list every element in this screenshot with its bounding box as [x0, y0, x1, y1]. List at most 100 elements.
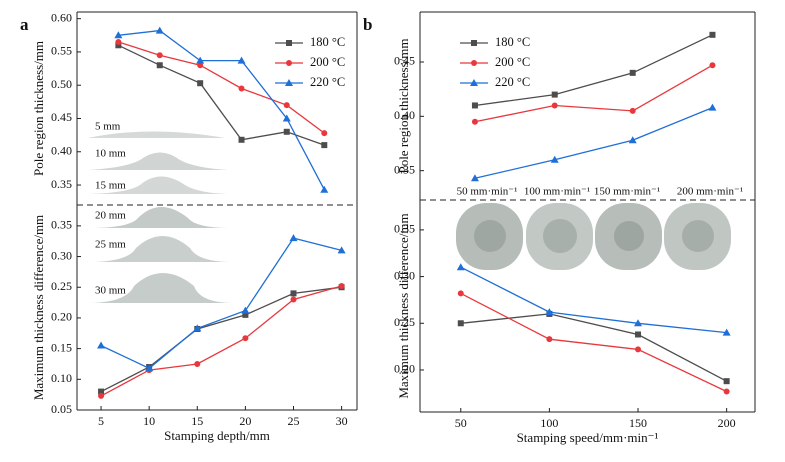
- marker: [545, 308, 554, 316]
- legend-label: 220 °C: [310, 75, 345, 89]
- series-line: [460, 266, 727, 334]
- legend-label: 180 °C: [495, 35, 530, 49]
- annotation: 30 mm: [95, 285, 126, 297]
- series-line: [474, 64, 713, 123]
- series-line: [118, 29, 325, 191]
- y-tick-label: 0.30: [394, 268, 415, 282]
- marker: [629, 69, 636, 76]
- photo-dome: [614, 221, 644, 251]
- series-line: [118, 44, 325, 146]
- photo-dome: [543, 219, 577, 253]
- annotation: 200 mm·min⁻¹: [677, 186, 743, 198]
- marker: [242, 311, 249, 318]
- x-tick-label: 100: [540, 416, 558, 430]
- marker: [97, 341, 106, 349]
- x-tick-label: 50: [455, 416, 467, 430]
- marker: [283, 128, 290, 135]
- marker: [471, 102, 478, 109]
- y-tick-label: 0.20: [51, 310, 72, 324]
- x-tick-label: 30: [336, 414, 348, 428]
- photo-profile: [88, 273, 234, 303]
- marker: [283, 102, 290, 109]
- panel-label: b: [363, 15, 372, 34]
- x-tick-label: 25: [287, 414, 299, 428]
- marker: [709, 31, 716, 38]
- x-axis-label: Stamping depth/mm: [164, 428, 270, 443]
- marker: [551, 102, 558, 109]
- marker: [241, 306, 250, 314]
- photo-profile: [88, 207, 230, 228]
- photo-profile: [88, 236, 232, 262]
- legend-label: 200 °C: [310, 55, 345, 69]
- y-axis-label: Maximum thickness difference/mm: [31, 215, 46, 400]
- annotation: 50 mm·min⁻¹: [457, 186, 518, 198]
- marker: [551, 91, 558, 98]
- marker: [708, 103, 717, 111]
- marker: [194, 360, 201, 367]
- marker: [289, 234, 298, 242]
- marker: [114, 31, 123, 39]
- y-tick-label: 0.20: [394, 362, 415, 376]
- legend-label: 180 °C: [310, 35, 345, 49]
- annotation: 20 mm: [95, 210, 126, 222]
- x-tick-label: 10: [143, 414, 155, 428]
- marker: [635, 331, 642, 338]
- marker: [628, 136, 637, 144]
- y-tick-label: 0.55: [51, 44, 72, 58]
- y-tick-label: 0.10: [51, 371, 72, 385]
- inset-photos: [88, 131, 731, 303]
- y-tick-label: 0.40: [394, 108, 415, 122]
- legend-label: 220 °C: [495, 75, 530, 89]
- x-tick-label: 150: [629, 416, 647, 430]
- marker: [337, 246, 346, 254]
- annotation: 10 mm: [95, 148, 126, 160]
- marker: [321, 130, 328, 137]
- annotation: 150 mm·min⁻¹: [594, 186, 660, 198]
- y-tick-label: 0.25: [51, 279, 72, 293]
- marker: [145, 364, 154, 372]
- photo-profile: [88, 176, 228, 194]
- marker: [290, 296, 297, 303]
- marker: [286, 40, 292, 46]
- marker: [470, 79, 478, 86]
- y-tick-label: 0.45: [51, 110, 72, 124]
- marker: [282, 114, 291, 122]
- y-tick-label: 0.25: [394, 315, 415, 329]
- marker: [635, 346, 642, 353]
- photo-dome: [682, 220, 714, 252]
- y-tick-label: 0.35: [51, 177, 72, 191]
- y-axis-label: Pole region thickness/mm: [396, 38, 411, 173]
- y-tick-label: 0.45: [394, 54, 415, 68]
- series-line: [118, 41, 325, 134]
- marker: [723, 378, 730, 385]
- y-tick-label: 0.35: [51, 218, 72, 232]
- marker: [196, 56, 205, 64]
- y-tick-label: 0.60: [51, 10, 72, 24]
- marker: [457, 320, 464, 327]
- x-axis-label: Stamping speed/mm·min⁻¹: [517, 430, 659, 445]
- photo-dome: [474, 220, 506, 252]
- marker: [238, 85, 245, 92]
- series-line: [460, 292, 727, 393]
- marker: [338, 283, 345, 290]
- marker: [115, 42, 122, 49]
- marker: [709, 62, 716, 69]
- marker: [197, 80, 204, 87]
- legend-label: 200 °C: [495, 55, 530, 69]
- x-tick-label: 5: [98, 414, 104, 428]
- x-tick-label: 200: [718, 416, 736, 430]
- marker: [193, 324, 202, 332]
- series-line: [100, 285, 342, 397]
- y-tick-label: 0.05: [51, 402, 72, 416]
- y-tick-label: 0.50: [51, 77, 72, 91]
- series-line: [100, 286, 342, 393]
- marker: [457, 290, 464, 297]
- marker: [546, 336, 553, 343]
- x-tick-label: 15: [191, 414, 203, 428]
- y-tick-label: 0.40: [51, 144, 72, 158]
- annotation: 15 mm: [95, 180, 126, 192]
- marker: [321, 142, 328, 149]
- annotation: 100 mm·min⁻¹: [524, 186, 590, 198]
- y-tick-label: 0.35: [394, 162, 415, 176]
- marker: [722, 328, 731, 336]
